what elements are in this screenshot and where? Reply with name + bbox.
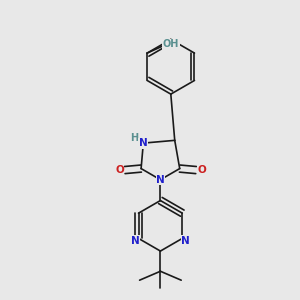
- Text: N: N: [130, 236, 139, 246]
- Text: OH: OH: [163, 39, 179, 49]
- Text: N: N: [182, 236, 190, 246]
- Text: O: O: [197, 165, 206, 175]
- Text: O: O: [115, 165, 124, 175]
- Text: N: N: [139, 138, 148, 148]
- Text: N: N: [156, 175, 165, 185]
- Text: H: H: [130, 133, 138, 143]
